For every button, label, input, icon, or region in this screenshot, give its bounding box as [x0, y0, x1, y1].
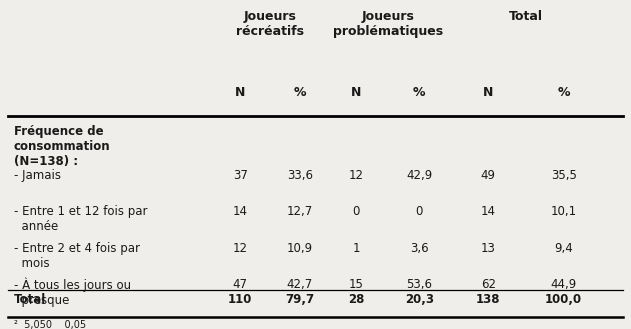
Text: N: N	[235, 86, 245, 99]
Text: 53,6: 53,6	[406, 278, 432, 291]
Text: 10,9: 10,9	[286, 242, 313, 255]
Text: 42,7: 42,7	[286, 278, 313, 291]
Text: 44,9: 44,9	[550, 278, 577, 291]
Text: 62: 62	[481, 278, 496, 291]
Text: 1: 1	[353, 242, 360, 255]
Text: - Jamais: - Jamais	[14, 169, 61, 182]
Text: Joueurs
problématiques: Joueurs problématiques	[333, 11, 443, 38]
Text: %: %	[557, 86, 570, 99]
Text: 0: 0	[415, 205, 423, 218]
Text: 14: 14	[481, 205, 496, 218]
Text: 12: 12	[233, 242, 247, 255]
Text: - Entre 1 et 12 fois par
  année: - Entre 1 et 12 fois par année	[14, 205, 148, 234]
Text: 0: 0	[353, 205, 360, 218]
Text: Total: Total	[14, 293, 46, 306]
Text: Joueurs
récréatifs: Joueurs récréatifs	[236, 11, 304, 38]
Text: 12: 12	[349, 169, 364, 182]
Text: 12,7: 12,7	[286, 205, 313, 218]
Text: - Entre 2 et 4 fois par
  mois: - Entre 2 et 4 fois par mois	[14, 242, 140, 270]
Text: 15: 15	[349, 278, 364, 291]
Text: Fréquence de
consommation
(N=138) :: Fréquence de consommation (N=138) :	[14, 125, 110, 168]
Text: 14: 14	[233, 205, 247, 218]
Text: 37: 37	[233, 169, 247, 182]
Text: 20,3: 20,3	[404, 293, 433, 306]
Text: 47: 47	[233, 278, 247, 291]
Text: 28: 28	[348, 293, 365, 306]
Text: 49: 49	[481, 169, 496, 182]
Text: ²  5,050    0,05: ² 5,050 0,05	[14, 320, 86, 329]
Text: N: N	[483, 86, 493, 99]
Text: 3,6: 3,6	[410, 242, 428, 255]
Text: 13: 13	[481, 242, 496, 255]
Text: - À tous les jours ou
  presque: - À tous les jours ou presque	[14, 278, 131, 308]
Text: N: N	[351, 86, 362, 99]
Text: 10,1: 10,1	[551, 205, 577, 218]
Text: 100,0: 100,0	[545, 293, 582, 306]
Text: 79,7: 79,7	[285, 293, 314, 306]
Text: %: %	[413, 86, 425, 99]
Text: %: %	[293, 86, 306, 99]
Text: 42,9: 42,9	[406, 169, 432, 182]
Text: 33,6: 33,6	[287, 169, 313, 182]
Text: 35,5: 35,5	[551, 169, 577, 182]
Text: 110: 110	[228, 293, 252, 306]
Text: 9,4: 9,4	[554, 242, 573, 255]
Text: 138: 138	[476, 293, 500, 306]
Text: Total: Total	[509, 11, 543, 23]
